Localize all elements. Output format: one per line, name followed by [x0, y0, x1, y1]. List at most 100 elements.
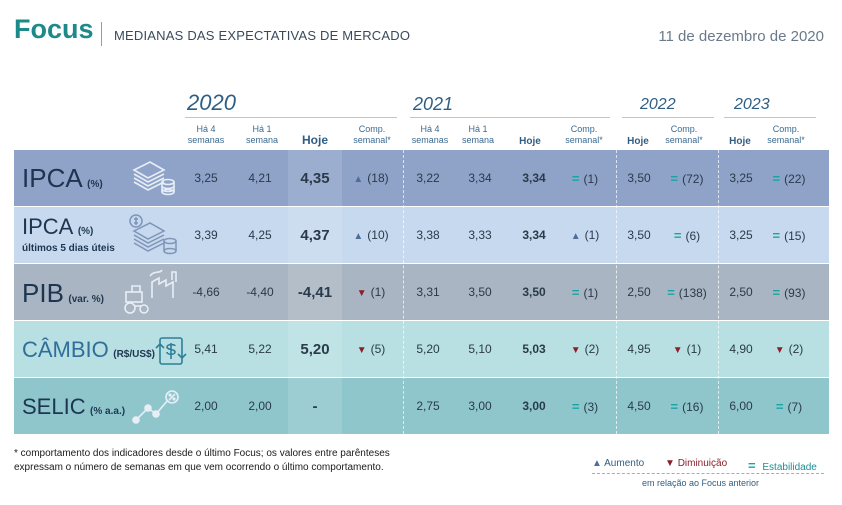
cell-2020-ha1: 4,25	[248, 228, 272, 242]
equals-icon: =	[772, 228, 781, 243]
year-underline-2021	[410, 117, 610, 118]
cell-2021-ha1: 3,33	[468, 228, 492, 242]
equals-icon: =	[772, 285, 781, 300]
equals-icon: =	[748, 458, 756, 473]
cell-2020-hoje: 4,37	[300, 227, 330, 244]
label-ipca-note: últimos 5 dias úteis	[22, 243, 115, 254]
indicator-name: SELIC	[22, 394, 86, 419]
indicator-name: IPCA	[22, 163, 83, 193]
cell-2022-comp: = (16)	[658, 399, 716, 414]
cell-2020-hoje: -	[312, 398, 318, 415]
cell-2020-comp: ▼ (5)	[342, 342, 400, 356]
comp-weeks: (1)	[583, 286, 599, 300]
cell-2023-hoje: 6,00	[729, 399, 753, 413]
cell-2021-ha1: 3,50	[468, 285, 492, 299]
comp-weeks: (16)	[682, 400, 704, 414]
row-ipca-5dias	[14, 207, 829, 263]
rising-chart-percent-icon	[132, 390, 179, 424]
comp-weeks: (18)	[367, 171, 389, 185]
comp-weeks: (15)	[784, 229, 806, 243]
year-underline-2020	[185, 117, 397, 118]
cell-2020-hoje: 4,35	[300, 170, 330, 187]
cell-2020-hoje: 5,20	[300, 341, 330, 358]
equals-icon: =	[775, 399, 784, 414]
exchange-dollar-icon	[155, 337, 187, 365]
brand-title: Focus	[14, 14, 94, 44]
cell-2021-ha4: 2,75	[416, 399, 440, 413]
legend-diminuicao: ▼ Diminuição	[665, 458, 727, 469]
cell-2020-comp: ▼ (1)	[342, 285, 400, 299]
page-subtitle: MEDIANAS DAS EXPECTATIVAS DE MERCADO	[114, 28, 411, 43]
equals-icon: =	[772, 171, 781, 186]
cell-2020-ha1: 2,00	[248, 399, 272, 413]
col-ha4-2021: Há 4 semanas	[411, 124, 449, 145]
cell-2021-ha1: 3,34	[468, 171, 492, 185]
cell-2020-ha4: -4,66	[192, 285, 220, 299]
comp-weeks: (10)	[367, 228, 389, 242]
cell-2021-comp: = (1)	[556, 171, 614, 186]
col-ha1-2021: Há 1 semana	[461, 124, 495, 145]
comp-weeks: (1)	[583, 172, 599, 186]
cell-2021-comp: ▲ (1)	[556, 228, 614, 242]
equals-icon: =	[670, 399, 679, 414]
year-2022: 2022	[640, 96, 676, 113]
col-ha4-2020: Há 4 semanas	[187, 124, 225, 145]
equals-icon: =	[571, 171, 580, 186]
cell-2020-ha1: 5,22	[248, 342, 272, 356]
label-pib: PIB (var. %)	[22, 278, 104, 309]
row-pib	[14, 264, 829, 320]
col-hoje-2023: Hoje	[729, 136, 751, 147]
equals-icon: =	[571, 399, 580, 414]
label-cambio: CÂMBIO (R$/US$)	[22, 337, 155, 363]
comp-weeks: (138)	[678, 286, 707, 300]
cell-2023-hoje: 4,90	[729, 342, 753, 356]
report-date: 11 de dezembro de 2020	[658, 28, 824, 45]
triangle-down-icon: ▼	[774, 345, 785, 356]
comp-weeks: (2)	[788, 342, 804, 356]
separator-2023	[718, 150, 719, 434]
col-comp-2021: Comp. semanal*	[565, 124, 603, 145]
triangle-up-icon: ▲	[592, 458, 602, 469]
col-hoje-2021: Hoje	[519, 136, 541, 147]
year-2020: 2020	[187, 90, 236, 115]
col-hoje-2022: Hoje	[627, 136, 649, 147]
comp-weeks: (1)	[370, 285, 386, 299]
cell-2023-comp: = (15)	[760, 228, 818, 243]
equals-icon: =	[670, 171, 679, 186]
indicator-unit: (%)	[77, 226, 94, 237]
cell-2020-ha1: 4,21	[248, 171, 272, 185]
separator-2021	[403, 150, 404, 434]
cell-2022-hoje: 4,50	[627, 399, 651, 413]
comp-weeks: (2)	[584, 342, 600, 356]
header-divider	[101, 22, 102, 46]
cell-2023-comp: ▼ (2)	[760, 342, 818, 356]
triangle-down-icon: ▼	[570, 345, 581, 356]
comp-weeks: (1)	[584, 228, 600, 242]
cell-2020-ha4: 3,39	[194, 228, 218, 242]
cell-2020-hoje: -4,41	[297, 284, 333, 301]
legend-aumento-label: Aumento	[604, 458, 645, 469]
triangle-down-icon: ▼	[665, 458, 675, 469]
indicator-name: CÂMBIO	[22, 337, 109, 362]
cell-2020-ha1: -4,40	[246, 285, 274, 299]
cell-2020-ha4: 3,25	[194, 171, 218, 185]
cell-2021-comp: = (1)	[556, 285, 614, 300]
indicator-unit: (% a.a.)	[90, 406, 126, 417]
cell-2021-hoje: 3,34	[522, 171, 546, 185]
cell-2023-hoje: 2,50	[729, 285, 753, 299]
cell-2022-hoje: 4,95	[627, 342, 651, 356]
comp-weeks: (93)	[784, 286, 806, 300]
coins-icon	[132, 161, 175, 196]
comp-weeks: (3)	[583, 400, 599, 414]
cell-2021-ha1: 5,10	[468, 342, 492, 356]
row-cambio	[14, 321, 829, 377]
year-underline-2022	[622, 117, 714, 118]
cell-2023-comp: = (22)	[760, 171, 818, 186]
cell-2023-comp: = (93)	[760, 285, 818, 300]
equals-icon: =	[571, 285, 580, 300]
cell-2020-comp: ▲ (10)	[342, 228, 400, 242]
comp-weeks: (6)	[685, 229, 701, 243]
cell-2021-hoje: 3,34	[522, 228, 546, 242]
legend-reference: em relação ao Focus anterior	[642, 478, 760, 488]
year-underline-2023	[724, 117, 816, 118]
